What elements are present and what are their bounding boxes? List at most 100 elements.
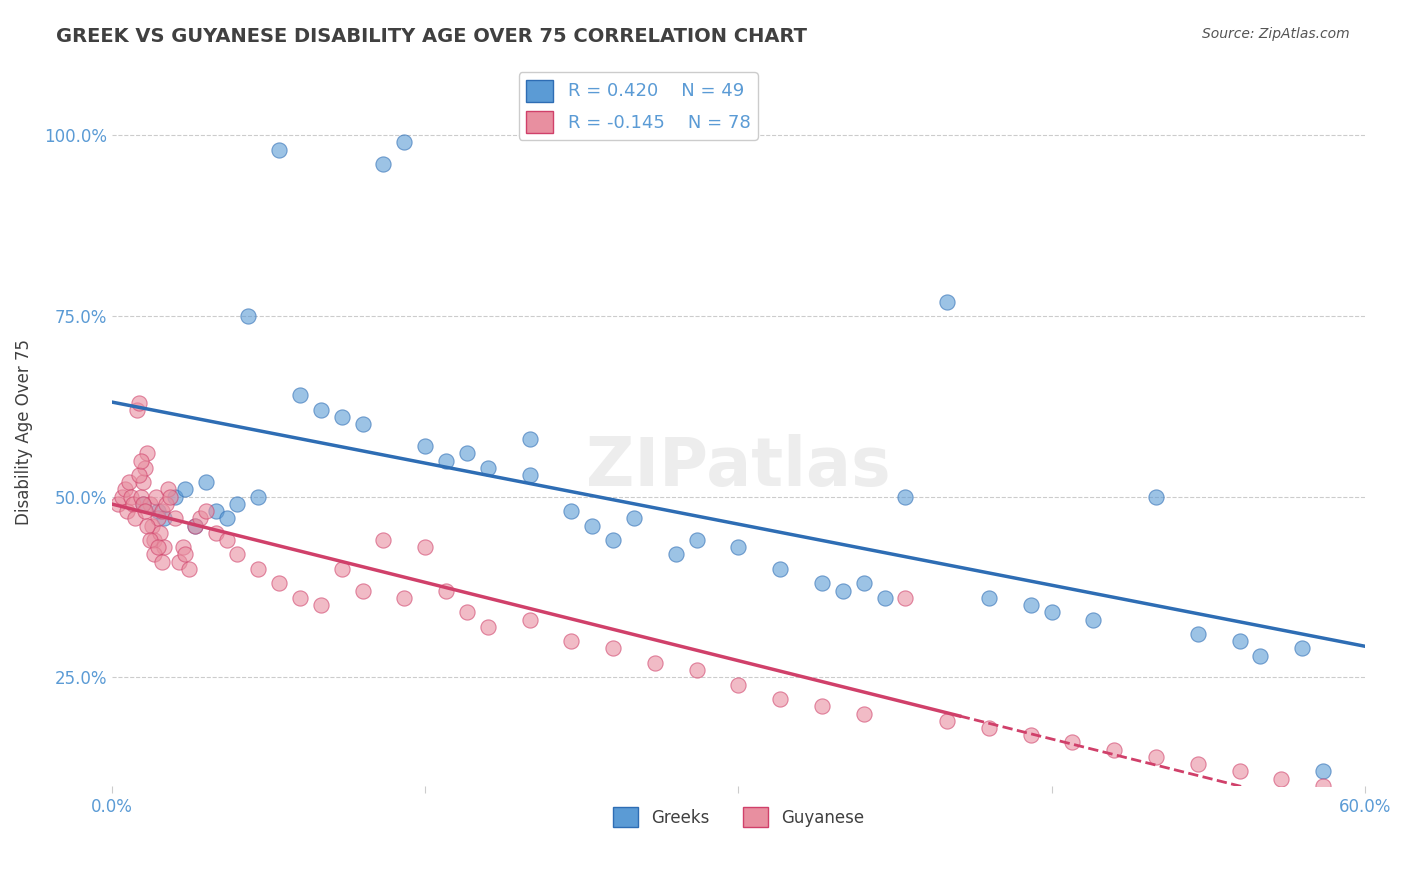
Point <box>150 504 173 518</box>
Point <box>157 483 180 497</box>
Point <box>1144 490 1167 504</box>
Point <box>394 136 416 150</box>
Point <box>665 548 688 562</box>
Point <box>977 591 1000 605</box>
Point <box>129 453 152 467</box>
Point <box>727 677 749 691</box>
Point <box>205 525 228 540</box>
Point <box>769 692 792 706</box>
Point <box>852 706 875 721</box>
Point <box>184 518 207 533</box>
Point <box>120 490 142 504</box>
Point <box>1040 605 1063 619</box>
Point <box>413 439 436 453</box>
Point <box>519 432 541 446</box>
Point <box>163 511 186 525</box>
Point <box>128 395 150 409</box>
Point <box>128 467 150 482</box>
Point <box>1102 742 1125 756</box>
Point <box>560 504 582 518</box>
Point <box>247 490 270 504</box>
Point <box>149 525 172 540</box>
Text: Source: ZipAtlas.com: Source: ZipAtlas.com <box>1202 27 1350 41</box>
Point <box>852 576 875 591</box>
Point <box>936 294 959 309</box>
Point <box>602 641 624 656</box>
Point <box>1229 764 1251 779</box>
Point <box>145 490 167 504</box>
Point <box>205 504 228 518</box>
Point <box>1144 750 1167 764</box>
Point <box>769 562 792 576</box>
Point <box>477 620 499 634</box>
Point <box>163 490 186 504</box>
Point <box>194 475 217 490</box>
Point <box>727 541 749 555</box>
Point <box>1312 764 1334 779</box>
Point <box>141 518 163 533</box>
Text: ZIPatlas: ZIPatlas <box>586 434 891 500</box>
Point <box>309 403 332 417</box>
Point <box>142 533 165 547</box>
Point <box>136 518 159 533</box>
Point <box>1083 613 1105 627</box>
Point <box>125 403 148 417</box>
Point <box>413 541 436 555</box>
Point <box>831 583 853 598</box>
Point <box>134 460 156 475</box>
Point <box>373 533 395 547</box>
Point <box>685 663 707 677</box>
Point <box>146 511 169 525</box>
Point <box>330 562 353 576</box>
Point <box>873 591 896 605</box>
Point <box>146 504 169 518</box>
Point <box>623 511 645 525</box>
Point <box>159 490 181 504</box>
Point <box>1270 772 1292 786</box>
Point <box>155 497 177 511</box>
Point <box>581 518 603 533</box>
Y-axis label: Disability Age Over 75: Disability Age Over 75 <box>15 339 32 524</box>
Point <box>288 388 311 402</box>
Point <box>111 490 134 504</box>
Point <box>977 721 1000 735</box>
Point <box>560 634 582 648</box>
Point <box>1229 634 1251 648</box>
Point <box>894 591 917 605</box>
Point <box>267 143 290 157</box>
Point <box>602 533 624 547</box>
Point <box>107 497 129 511</box>
Point <box>477 460 499 475</box>
Point <box>114 483 136 497</box>
Point <box>247 562 270 576</box>
Point <box>138 533 160 547</box>
Text: GREEK VS GUYANESE DISABILITY AGE OVER 75 CORRELATION CHART: GREEK VS GUYANESE DISABILITY AGE OVER 75… <box>56 27 807 45</box>
Point <box>456 605 478 619</box>
Point <box>267 576 290 591</box>
Point <box>153 541 176 555</box>
Point <box>124 511 146 525</box>
Point <box>129 490 152 504</box>
Legend: Greeks, Guyanese: Greeks, Guyanese <box>606 800 870 834</box>
Point <box>373 157 395 171</box>
Point <box>936 714 959 728</box>
Point <box>811 576 834 591</box>
Point <box>1019 598 1042 612</box>
Point <box>184 518 207 533</box>
Point <box>352 417 374 432</box>
Point <box>132 497 155 511</box>
Point <box>226 497 249 511</box>
Point <box>309 598 332 612</box>
Point <box>194 504 217 518</box>
Point <box>142 548 165 562</box>
Point <box>434 583 457 598</box>
Point <box>134 504 156 518</box>
Point <box>330 410 353 425</box>
Point <box>150 555 173 569</box>
Point <box>174 483 197 497</box>
Point <box>1019 728 1042 742</box>
Point <box>685 533 707 547</box>
Point <box>236 309 259 323</box>
Point <box>1249 648 1271 663</box>
Point <box>172 541 194 555</box>
